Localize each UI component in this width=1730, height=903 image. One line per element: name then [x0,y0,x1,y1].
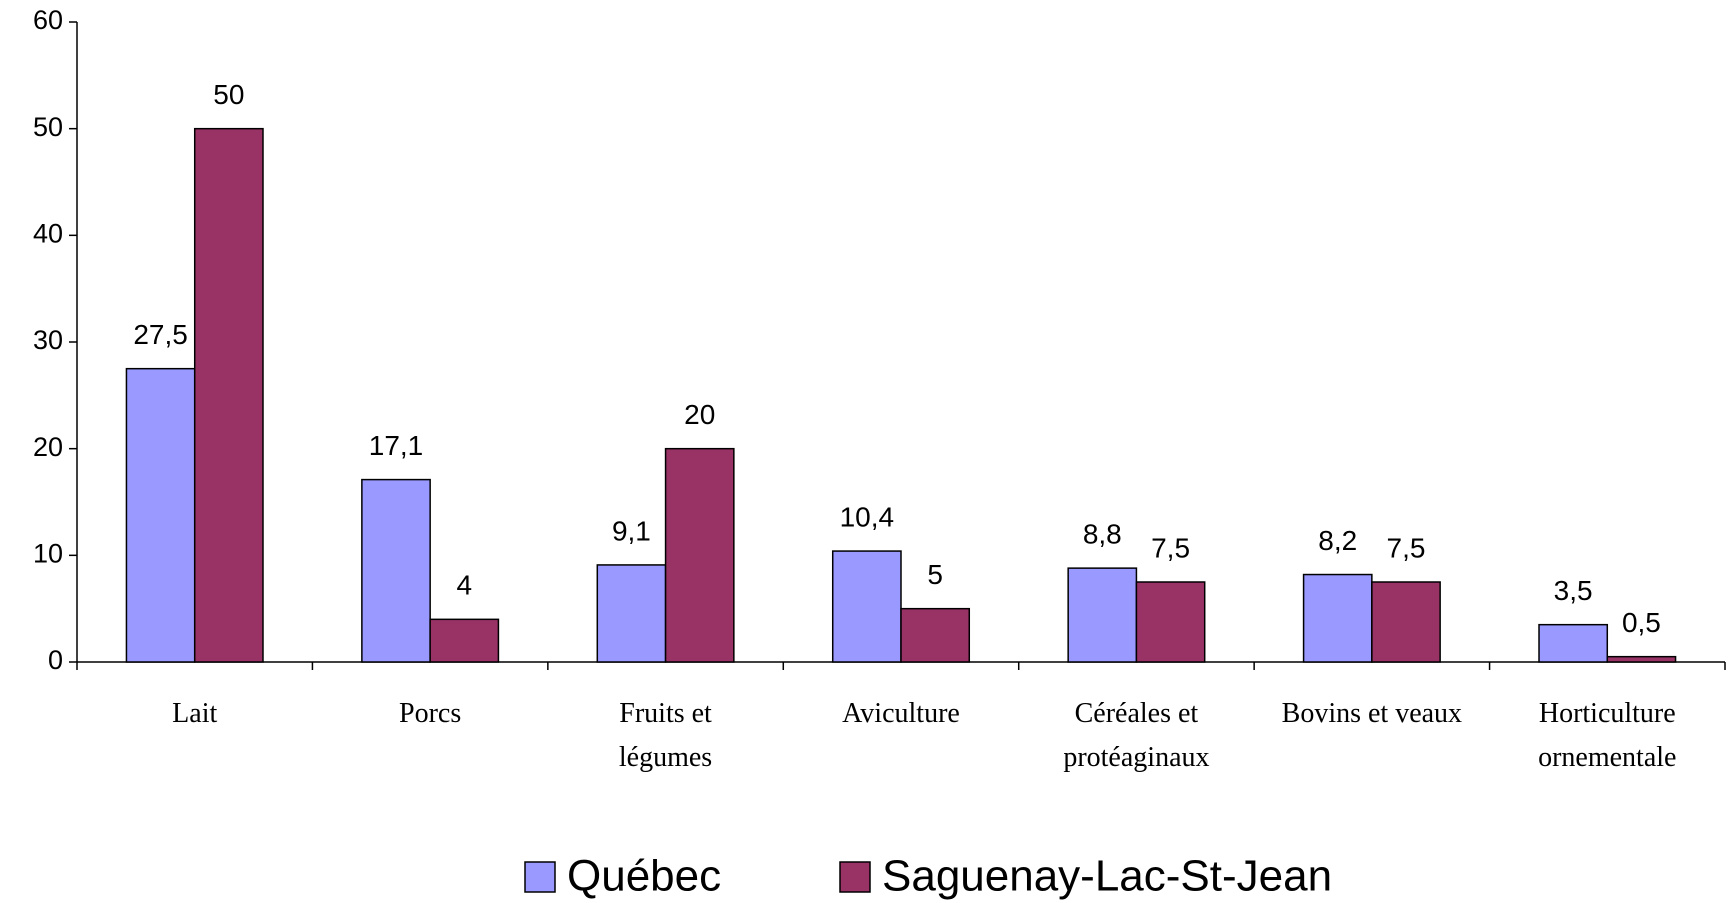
bar [596,564,667,663]
data-label: 8,8 [1083,519,1122,550]
y-tick-label: 10 [33,538,63,568]
data-label: 7,5 [1151,532,1190,563]
data-label: 10,4 [840,501,895,532]
legend-swatch [839,861,871,893]
bar [664,447,735,663]
y-tick-label: 60 [33,5,63,35]
data-label: 3,5 [1554,575,1593,606]
data-label: 9,1 [612,515,651,546]
data-label: 50 [213,79,244,110]
bar [193,127,264,663]
y-tick-label: 0 [48,645,63,675]
legend-swatch [524,861,556,893]
y-tick-label: 50 [33,112,63,142]
bar [1606,655,1677,663]
data-label: 20 [684,399,715,430]
x-tick-label: Lait [172,698,218,729]
x-tick-label: Porcs [399,698,462,729]
bar [1135,581,1206,663]
data-label: 8,2 [1318,525,1357,556]
x-tick-label: Aviculture [842,698,960,729]
legend-label: Québec [567,852,721,901]
y-tick-label: 40 [33,218,63,248]
data-label: 7,5 [1387,532,1426,563]
data-label: 5 [927,559,943,590]
bar [429,618,500,663]
x-tick-label: Horticulture ornementale [1538,698,1677,773]
bar [1067,567,1138,663]
bar [900,607,971,663]
bar [831,550,902,663]
data-label: 4 [456,570,472,601]
bar [125,367,196,663]
data-label: 17,1 [369,430,424,461]
bar [1302,573,1373,663]
legend-label: Saguenay-Lac-St-Jean [882,852,1332,901]
data-label: 27,5 [133,319,188,350]
x-tick-label: Bovins et veaux [1281,698,1463,729]
y-tick-label: 30 [33,325,63,355]
data-label: 0,5 [1622,607,1661,638]
bar [1371,581,1441,663]
y-tick-label: 20 [33,432,63,462]
bar [1538,623,1609,663]
x-tick-label: Céréales et protéaginaux [1063,698,1210,773]
bar [361,478,431,663]
x-tick-label: Fruits et légumes [618,698,713,773]
